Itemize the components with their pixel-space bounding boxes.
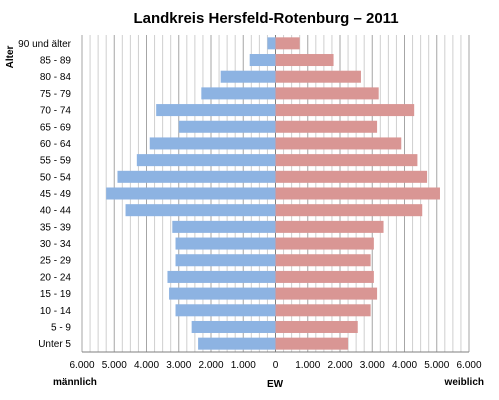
bar-male bbox=[191, 320, 276, 333]
bar-female bbox=[275, 287, 378, 300]
category-label: 45 - 49 bbox=[40, 189, 72, 200]
x-tick-label: 2.000 bbox=[327, 360, 352, 371]
bar-female bbox=[275, 154, 418, 167]
bar-female bbox=[275, 137, 402, 150]
bar-male bbox=[117, 170, 276, 183]
x-tick-label: 3.000 bbox=[360, 360, 385, 371]
bar-male bbox=[167, 270, 276, 283]
x-tick-labels: 6.000 5.000 4.000 3.000 2.000 1.000 0 1.000 2.00… bbox=[69, 360, 481, 371]
x-tick-label: 1.000 bbox=[231, 360, 256, 371]
category-label: 15 - 19 bbox=[40, 289, 72, 300]
bar-female bbox=[275, 120, 378, 133]
bar-male bbox=[172, 220, 276, 233]
bar-female bbox=[275, 87, 379, 100]
bar-male bbox=[201, 87, 276, 100]
bar-female bbox=[275, 70, 361, 83]
bar-male bbox=[175, 237, 276, 250]
bars bbox=[106, 37, 440, 350]
bar-male bbox=[267, 37, 276, 50]
x-tick-label: 5.000 bbox=[424, 360, 449, 371]
category-label: 5 - 9 bbox=[51, 322, 71, 333]
x-tick-label: 4.000 bbox=[392, 360, 417, 371]
category-label: 55 - 59 bbox=[40, 156, 72, 167]
bar-male bbox=[198, 337, 276, 350]
x-tick-label: 4.000 bbox=[134, 360, 159, 371]
category-label: 10 - 14 bbox=[40, 306, 72, 317]
x-tick-label: 6.000 bbox=[456, 360, 481, 371]
bar-female bbox=[275, 54, 334, 67]
bar-female bbox=[275, 187, 440, 200]
category-label: 60 - 64 bbox=[40, 139, 72, 150]
x-tick-label: 5.000 bbox=[102, 360, 127, 371]
bar-female bbox=[275, 254, 371, 267]
category-label: 20 - 24 bbox=[40, 272, 72, 283]
category-label: 40 - 44 bbox=[40, 206, 72, 217]
x-tick-label: 1.000 bbox=[295, 360, 320, 371]
bar-male bbox=[175, 254, 276, 267]
bar-female bbox=[275, 104, 415, 117]
category-label: 25 - 29 bbox=[40, 256, 72, 267]
bar-female bbox=[275, 320, 358, 333]
bar-male bbox=[178, 120, 276, 133]
category-label: 50 - 54 bbox=[40, 172, 72, 183]
x-label-center: EW bbox=[267, 379, 284, 390]
bar-male bbox=[156, 104, 276, 117]
bar-male bbox=[220, 70, 276, 83]
x-tick-label: 0 bbox=[273, 360, 279, 371]
category-label: 90 und älter bbox=[18, 39, 71, 50]
x-tick-label: 3.000 bbox=[166, 360, 191, 371]
bar-female bbox=[275, 304, 371, 317]
category-label: 85 - 89 bbox=[40, 56, 72, 67]
x-tick-label: 6.000 bbox=[69, 360, 94, 371]
chart-title: Landkreis Hersfeld-Rotenburg – 2011 bbox=[133, 10, 398, 27]
category-label: 30 - 34 bbox=[40, 239, 72, 250]
category-label: 75 - 79 bbox=[40, 89, 72, 100]
category-label: 65 - 69 bbox=[40, 122, 72, 133]
category-label: 70 - 74 bbox=[40, 106, 72, 117]
x-tick-label: 2.000 bbox=[198, 360, 223, 371]
bar-male bbox=[106, 187, 276, 200]
bar-male bbox=[175, 304, 276, 317]
bar-male bbox=[149, 137, 276, 150]
bar-female bbox=[275, 237, 374, 250]
bar-male bbox=[169, 287, 276, 300]
x-label-left: männlich bbox=[53, 377, 97, 388]
bar-female bbox=[275, 204, 423, 217]
bar-female bbox=[275, 37, 300, 50]
category-labels: 90 und älter 85 - 89 80 - 84 75 - 79 70 - 74… bbox=[18, 39, 71, 350]
y-axis-label: Alter bbox=[5, 46, 16, 69]
bar-female bbox=[275, 220, 384, 233]
bar-female bbox=[275, 270, 374, 283]
x-label-right: weiblich bbox=[444, 377, 484, 388]
bar-male bbox=[125, 204, 276, 217]
bar-male bbox=[249, 54, 276, 67]
category-label: 80 - 84 bbox=[40, 72, 72, 83]
bar-female bbox=[275, 337, 349, 350]
bar-female bbox=[275, 170, 428, 183]
category-label: Unter 5 bbox=[38, 339, 71, 350]
category-label: 35 - 39 bbox=[40, 222, 72, 233]
bar-male bbox=[136, 154, 276, 167]
